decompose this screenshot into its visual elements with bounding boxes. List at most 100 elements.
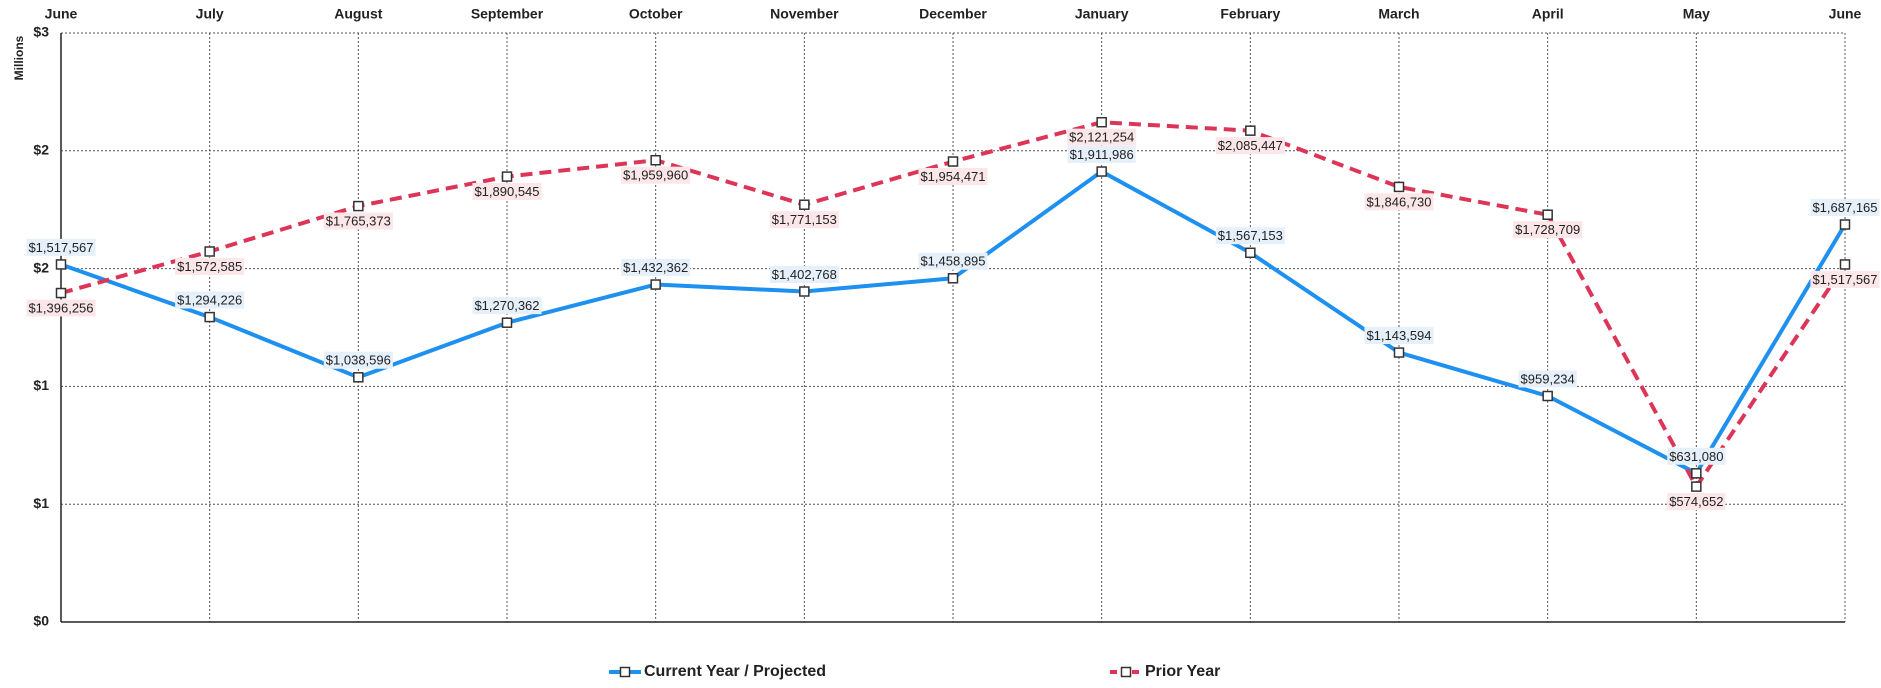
data-label-bg (918, 252, 988, 270)
marker (353, 200, 364, 212)
legend-marker (1120, 666, 1132, 678)
x-tick-label: December (919, 6, 987, 22)
marker (1393, 181, 1405, 193)
x-tick-label: May (1683, 6, 1710, 22)
y-tick-label: $2 (33, 259, 49, 275)
data-label: $1,911,986 (1070, 147, 1134, 162)
data-label-bg (323, 212, 393, 230)
data-label-bg (323, 351, 393, 369)
marker (55, 259, 67, 270)
data-label-bg (1810, 198, 1880, 216)
data-label: $1,402,768 (772, 267, 837, 282)
x-tick-label: August (334, 6, 383, 22)
x-tick-label: February (1220, 6, 1280, 22)
data-label: $1,396,256 (28, 300, 93, 315)
data-label: $1,567,153 (1218, 228, 1283, 243)
data-label: $1,890,545 (474, 184, 539, 199)
data-label-bg (621, 166, 691, 184)
marker (1245, 125, 1256, 136)
x-tick-label: November (770, 6, 839, 22)
y-tick-label: $1 (33, 495, 49, 511)
x-tick-label: September (471, 6, 544, 22)
data-label: $1,458,895 (920, 254, 985, 269)
data-label-bg (472, 297, 542, 315)
y-axis-label: Millions (12, 35, 26, 80)
data-label-bg (918, 167, 988, 185)
marker (947, 273, 959, 284)
data-label: $1,517,567 (1812, 272, 1877, 287)
data-label: $1,959,960 (623, 168, 688, 183)
data-label: $1,038,596 (326, 353, 391, 368)
marker (55, 287, 67, 299)
data-label: $2,121,254 (1069, 130, 1134, 145)
data-label-bg (621, 258, 691, 276)
data-label-bg (1518, 370, 1577, 388)
legend-label: Current Year / Projected (644, 663, 826, 680)
data-label: $1,572,585 (177, 259, 242, 274)
marker (204, 246, 215, 257)
data-label-bg (1067, 145, 1136, 163)
marker (1542, 209, 1553, 220)
marker (1096, 166, 1107, 177)
marker (1839, 219, 1851, 230)
x-tick-label: June (1829, 6, 1862, 22)
data-label-bg (1667, 493, 1726, 511)
data-label: $1,270,362 (474, 298, 539, 313)
data-label: $1,771,153 (772, 212, 837, 227)
data-label-bg (1215, 227, 1285, 245)
marker (1393, 347, 1405, 358)
marker (1096, 116, 1107, 128)
marker (650, 154, 661, 166)
data-label-bg (769, 265, 839, 283)
data-label-bg (1067, 128, 1137, 146)
x-tick-label: June (45, 6, 78, 22)
marker (1839, 259, 1851, 270)
marker (1691, 481, 1702, 492)
marker (501, 317, 513, 328)
x-tick-label: April (1532, 6, 1564, 22)
data-label: $1,294,226 (177, 293, 242, 308)
data-label-bg (175, 257, 245, 275)
data-label-bg (1513, 221, 1583, 239)
data-label-bg (1667, 447, 1726, 465)
y-tick-label: $2 (33, 142, 49, 158)
marker (1691, 468, 1702, 479)
data-label-bg (1364, 193, 1434, 211)
data-label: $574,652 (1669, 494, 1723, 509)
y-tick-label: $1 (33, 377, 49, 393)
data-label-bg (769, 211, 839, 229)
data-label-bg (26, 238, 96, 256)
data-label: $1,143,594 (1366, 328, 1431, 343)
marker (1542, 390, 1553, 402)
y-tick-label: $0 (33, 613, 49, 629)
data-label: $1,517,567 (28, 240, 93, 255)
data-label: $1,954,471 (920, 169, 985, 184)
data-label: $1,432,362 (623, 260, 688, 275)
legend-marker (619, 666, 631, 678)
data-label: $1,765,373 (326, 214, 391, 229)
data-label: $1,846,730 (1366, 194, 1431, 209)
data-label-bg (1810, 270, 1880, 288)
y-tick-label: $3 (33, 24, 49, 40)
marker (650, 279, 661, 290)
x-tick-label: July (196, 6, 224, 22)
x-tick-label: October (629, 6, 683, 22)
marker (947, 156, 959, 167)
marker (1245, 247, 1256, 259)
marker (353, 372, 364, 383)
data-label: $1,728,709 (1515, 222, 1580, 237)
marker (799, 286, 810, 297)
data-label: $959,234 (1521, 371, 1575, 386)
data-label-bg (175, 291, 245, 309)
data-label-bg (1364, 327, 1434, 345)
marker (204, 311, 215, 323)
data-label-bg (1215, 137, 1285, 155)
legend-label: Prior Year (1145, 663, 1220, 680)
data-label: $2,085,447 (1218, 138, 1283, 153)
marker (799, 199, 810, 210)
x-tick-label: January (1075, 6, 1129, 22)
data-label-bg (472, 183, 542, 201)
data-label: $1,687,165 (1812, 200, 1877, 215)
data-label: $631,080 (1669, 449, 1723, 464)
